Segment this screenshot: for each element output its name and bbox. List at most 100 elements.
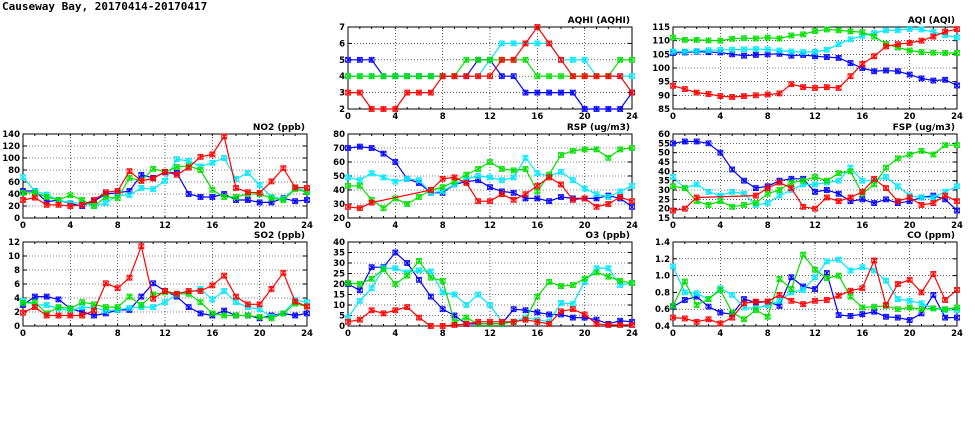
data-point (209, 282, 216, 289)
data-point (150, 304, 157, 311)
data-point (906, 71, 913, 78)
x-tick-label: 12 (484, 221, 496, 231)
data-point (693, 36, 700, 43)
data-point (20, 174, 26, 181)
data-point (800, 49, 807, 56)
data-point (356, 287, 363, 294)
data-point (31, 304, 38, 311)
data-point (812, 205, 818, 212)
x-tick-label: 12 (809, 329, 821, 339)
data-point (487, 174, 493, 181)
data-point (197, 288, 204, 294)
x-tick-label: 12 (159, 329, 171, 339)
data-point (475, 166, 482, 172)
data-point (162, 288, 168, 294)
data-point (280, 269, 287, 276)
data-point (558, 194, 564, 200)
data-point (55, 304, 62, 311)
data-point (534, 309, 541, 316)
data-point (209, 151, 216, 158)
x-tick-label: 20 (579, 112, 591, 122)
data-point (812, 181, 818, 188)
data-point (209, 194, 216, 200)
data-point (717, 286, 724, 293)
data-point (244, 170, 251, 176)
data-point (581, 195, 588, 202)
data-point (681, 36, 688, 43)
y-tick-label: 0 (339, 322, 345, 332)
y-tick-label: 90 (658, 91, 670, 101)
data-point (233, 194, 239, 200)
data-point (31, 293, 38, 300)
data-point (20, 197, 26, 203)
data-point (800, 31, 807, 38)
data-point (546, 320, 553, 327)
y-tick-label: 0.8 (655, 288, 670, 298)
data-point (617, 146, 624, 153)
x-tick-label: 12 (809, 112, 821, 122)
data-point (126, 168, 133, 175)
data-point (392, 73, 399, 80)
data-point (356, 73, 363, 80)
data-point (930, 33, 937, 40)
data-point (788, 48, 795, 55)
data-point (954, 50, 960, 56)
y-tick-label: 12 (8, 238, 20, 248)
data-point (593, 73, 600, 80)
data-point (629, 280, 635, 286)
x-tick-label: 0 (670, 329, 676, 339)
data-point (942, 28, 949, 35)
data-point (558, 56, 564, 63)
data-point (304, 303, 310, 310)
data-point (883, 27, 889, 34)
data-point (823, 297, 830, 303)
data-point (705, 316, 712, 323)
data-point (776, 187, 783, 193)
data-point (558, 299, 564, 306)
data-point (356, 177, 363, 184)
data-point (55, 201, 62, 208)
data-point (569, 306, 576, 313)
data-point (233, 185, 239, 191)
data-point (752, 200, 759, 206)
data-point (487, 73, 493, 80)
data-point (693, 194, 700, 201)
data-point (918, 26, 925, 33)
x-tick-label: 0 (20, 221, 26, 231)
data-point (812, 274, 818, 281)
data-point (439, 175, 446, 182)
x-tick-label: 4 (717, 329, 723, 339)
data-point (510, 318, 517, 325)
x-tick-label: 24 (626, 329, 638, 339)
data-point (741, 52, 747, 59)
data-point (380, 205, 387, 212)
data-point (894, 155, 901, 162)
data-point (906, 276, 913, 283)
data-point (534, 73, 541, 80)
data-point (91, 307, 97, 314)
data-point (498, 191, 505, 198)
data-point (823, 84, 830, 91)
data-point (546, 89, 553, 96)
data-point (150, 186, 157, 193)
data-point (752, 298, 759, 305)
data-point (835, 170, 842, 177)
chart-title: FSP (ug/m3) (893, 123, 955, 133)
data-point (304, 185, 310, 191)
data-point (380, 310, 387, 317)
y-tick-label: 2 (14, 308, 20, 318)
data-point (427, 323, 434, 329)
y-tick-label: 40 (658, 167, 670, 177)
data-point (256, 301, 263, 308)
chart-title: AQI (AQI) (908, 16, 955, 26)
x-tick-label: 20 (904, 329, 916, 339)
y-tick-label: 110 (652, 37, 670, 47)
data-point (173, 164, 180, 170)
data-point (534, 24, 541, 30)
chart-title: NO2 (ppb) (253, 123, 305, 133)
x-tick-label: 12 (809, 221, 821, 231)
data-point (126, 192, 133, 199)
data-point (629, 203, 635, 210)
y-tick-label: 140 (2, 130, 20, 140)
